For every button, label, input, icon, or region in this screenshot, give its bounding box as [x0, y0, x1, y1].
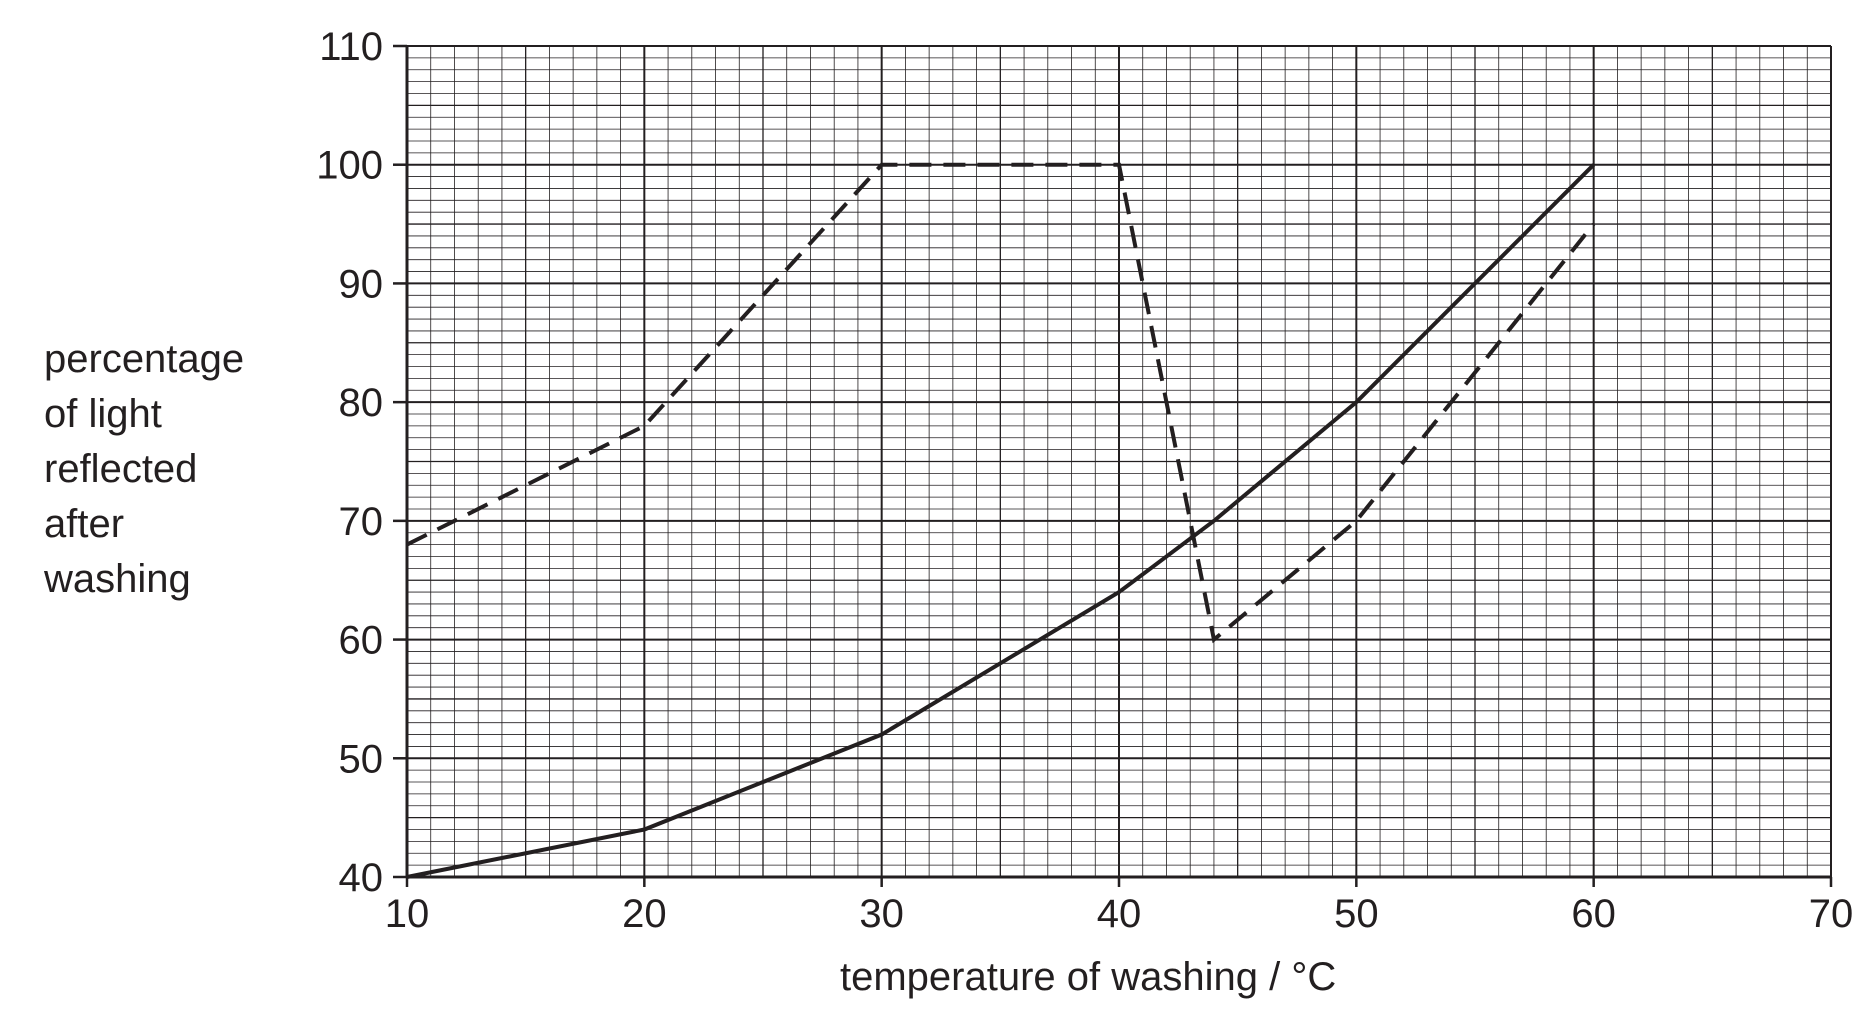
- dashed-series-line: [406, 162, 1596, 644]
- x-axis-label: temperature of washing / °C: [840, 955, 1337, 999]
- y-tick-label: 100: [316, 144, 383, 188]
- x-tick-label: 40: [1097, 892, 1142, 936]
- y-tick-label: 110: [319, 25, 383, 69]
- x-tick-label: 60: [1571, 892, 1616, 936]
- x-tick-label: 50: [1334, 892, 1379, 936]
- y-axis-label-line: washing: [44, 557, 191, 601]
- y-axis-label-line: percentage: [44, 337, 245, 381]
- y-tick-label: 80: [339, 381, 384, 425]
- y-tick-label: 90: [339, 262, 384, 306]
- x-tick-label: 10: [385, 892, 430, 936]
- axis-ticks: 10 20 30 40 50 60 70 40 50 60 70 80 90 100 110: [316, 25, 1853, 936]
- major-grid: [406, 45, 1832, 878]
- solid-series-line: [406, 163, 1596, 879]
- y-axis-label-line: after: [44, 502, 125, 546]
- y-tick-label: 40: [339, 856, 384, 900]
- y-tick-label: 70: [339, 500, 384, 544]
- y-axis-label: percentage of light reflected after wash…: [44, 332, 244, 607]
- series-lines: [406, 162, 1596, 879]
- x-tick-label: 30: [859, 892, 904, 936]
- y-axis-label-line: of light: [44, 392, 162, 436]
- x-tick-label: 20: [622, 892, 667, 936]
- x-tick-label: 70: [1809, 892, 1854, 936]
- y-tick-label: 50: [339, 737, 384, 781]
- y-tick-label: 60: [339, 619, 384, 663]
- y-axis-label-line: reflected: [44, 447, 198, 491]
